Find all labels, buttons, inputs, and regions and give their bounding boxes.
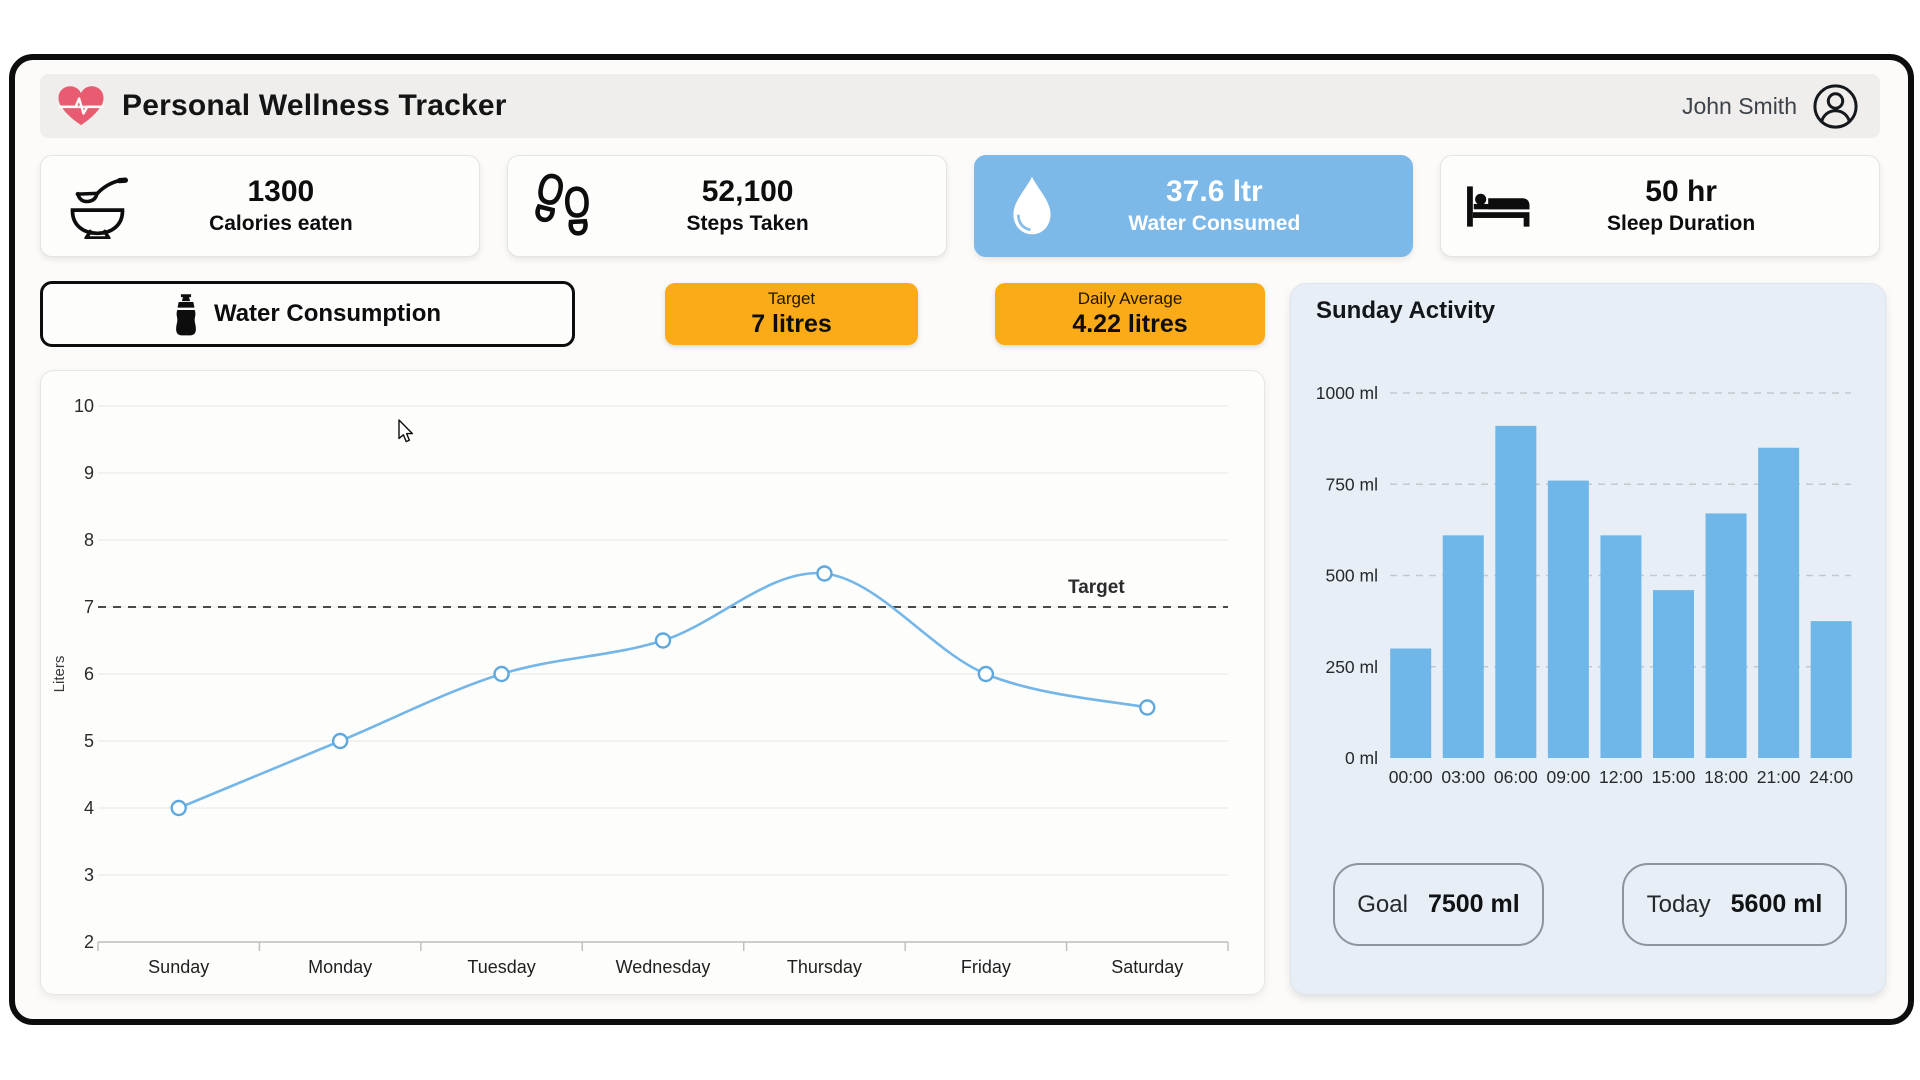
stat-value: 1300 [247,175,315,209]
goal-value: 7500 ml [1427,890,1520,918]
svg-text:Liters: Liters [51,656,68,693]
target-card[interactable]: Target 7 litres [665,283,918,345]
heart-pulse-icon [58,86,104,126]
bottle-icon [176,293,196,335]
page-title: Personal Wellness Tracker [122,89,507,122]
svg-text:6: 6 [84,664,94,684]
target-label: Target [767,289,816,308]
svg-text:Sunday: Sunday [148,957,209,977]
svg-text:1000 ml: 1000 ml [1316,383,1378,403]
sunday-activity-panel: Sunday Activity 0 ml 250 ml 500 ml 750 ml 10… [1290,283,1886,995]
bed-icon [1467,186,1530,227]
svg-text:15:00: 15:00 [1652,767,1696,787]
sunday-activity-title: Sunday Activity [1316,297,1496,324]
svg-text:06:00: 06:00 [1494,767,1538,787]
svg-text:500 ml: 500 ml [1325,566,1378,586]
svg-text:750 ml: 750 ml [1325,474,1378,494]
svg-text:Wednesday: Wednesday [616,957,711,977]
goal-pill[interactable]: Goal 7500 ml [1333,863,1544,946]
daily-average-label: Daily Average [1077,289,1183,308]
weekly-line-chart: 2 3 4 5 6 7 8 9 10 Sunday Monday Tuesday Wednesday Th… [51,396,1229,977]
today-pill[interactable]: Today 5600 ml [1622,863,1847,946]
svg-text:Friday: Friday [961,957,1011,977]
stat-value: 37.6 ltr [1166,175,1263,209]
avatar-icon[interactable] [1813,83,1858,129]
svg-text:4: 4 [84,798,94,818]
stat-label: Steps Taken [686,211,809,235]
user-menu[interactable]: John Smith [1681,83,1858,129]
svg-text:18:00: 18:00 [1704,767,1748,787]
svg-text:09:00: 09:00 [1546,767,1590,787]
stat-value: 52,100 [701,175,794,209]
stat-card-water[interactable]: 37.6 ltr Water Consumed [973,155,1414,257]
stat-value: 50 hr [1645,175,1717,209]
svg-text:0 ml: 0 ml [1345,748,1378,768]
svg-text:24:00: 24:00 [1809,767,1853,787]
svg-text:7: 7 [84,597,94,617]
header-bar: Personal Wellness Tracker John Smith [40,74,1880,138]
stat-card-sleep[interactable]: 50 hr Sleep Duration [1440,155,1880,257]
svg-text:00:00: 00:00 [1389,767,1433,787]
stat-card-steps[interactable]: 52,100 Steps Taken [506,155,947,257]
stat-label: Calories eaten [209,211,353,235]
weekly-line-chart-panel: 2 3 4 5 6 7 8 9 10 Sunday Monday Tuesday Wednesday Th… [40,370,1265,995]
stats-row: 1300 Calories eaten 52,100 Steps Taken [40,155,1880,257]
today-value: 5600 ml [1730,890,1823,918]
water-button-label: Water Consumption [213,300,442,327]
sunday-activity-bar-chart: 0 ml 250 ml 500 ml 750 ml 1000 ml 00:00 03:00 0… [1316,383,1854,787]
svg-text:Saturday: Saturday [1111,957,1183,977]
stat-label: Sleep Duration [1607,211,1756,235]
target-value: 7 litres [751,310,832,338]
bowl-spoon-icon [70,177,129,239]
today-label: Today [1646,890,1711,918]
daily-average-value: 4.22 litres [1072,310,1188,338]
svg-text:8: 8 [84,530,94,550]
water-consumption-button[interactable]: Water Consumption [40,281,575,347]
user-name: John Smith [1681,92,1797,119]
svg-text:03:00: 03:00 [1441,767,1485,787]
goal-label: Goal [1357,890,1408,918]
svg-text:12:00: 12:00 [1599,767,1643,787]
svg-text:Monday: Monday [308,957,372,977]
svg-text:250 ml: 250 ml [1325,657,1378,677]
svg-text:Target: Target [1068,577,1125,598]
svg-text:10: 10 [74,396,94,416]
svg-text:2: 2 [84,932,94,952]
mouse-cursor [398,419,414,443]
daily-average-card[interactable]: Daily Average 4.22 litres [995,283,1265,345]
droplet-icon [1012,176,1051,235]
footsteps-icon [535,173,589,236]
svg-text:5: 5 [84,731,94,751]
stat-label: Water Consumed [1128,211,1301,235]
app-frame: Personal Wellness Tracker John Smith 1 [9,54,1914,1025]
svg-text:9: 9 [84,463,94,483]
svg-text:3: 3 [84,865,94,885]
svg-text:Thursday: Thursday [787,957,862,977]
svg-text:21:00: 21:00 [1757,767,1801,787]
svg-text:Tuesday: Tuesday [467,957,535,977]
stat-card-calories[interactable]: 1300 Calories eaten [40,155,480,257]
